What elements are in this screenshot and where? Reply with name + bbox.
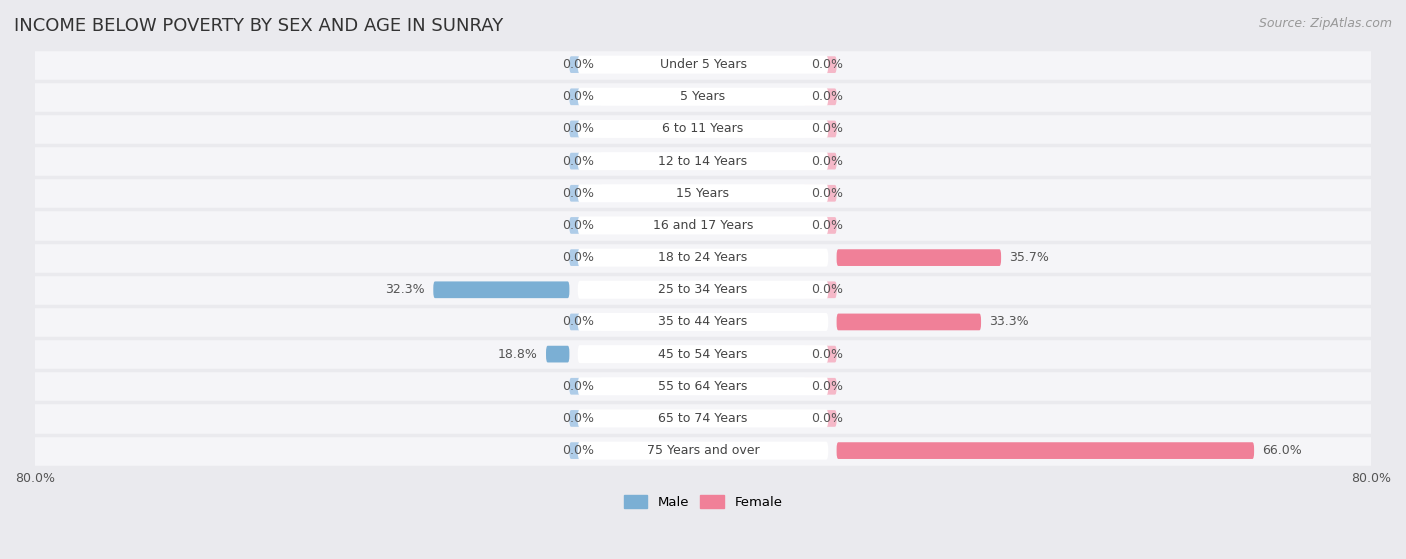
FancyBboxPatch shape <box>35 210 1371 241</box>
FancyBboxPatch shape <box>803 153 837 169</box>
FancyBboxPatch shape <box>569 378 603 395</box>
Text: INCOME BELOW POVERTY BY SEX AND AGE IN SUNRAY: INCOME BELOW POVERTY BY SEX AND AGE IN S… <box>14 17 503 35</box>
FancyBboxPatch shape <box>569 56 603 73</box>
FancyBboxPatch shape <box>433 281 569 298</box>
FancyBboxPatch shape <box>578 313 828 331</box>
Text: 0.0%: 0.0% <box>811 283 844 296</box>
FancyBboxPatch shape <box>35 402 1371 434</box>
FancyBboxPatch shape <box>803 88 837 105</box>
Text: 75 Years and over: 75 Years and over <box>647 444 759 457</box>
Text: 5 Years: 5 Years <box>681 91 725 103</box>
FancyBboxPatch shape <box>35 370 1371 402</box>
FancyBboxPatch shape <box>569 153 603 169</box>
FancyBboxPatch shape <box>35 177 1371 210</box>
FancyBboxPatch shape <box>803 56 837 73</box>
Text: 45 to 54 Years: 45 to 54 Years <box>658 348 748 361</box>
FancyBboxPatch shape <box>578 442 828 459</box>
Text: 0.0%: 0.0% <box>562 219 595 232</box>
Text: 32.3%: 32.3% <box>385 283 425 296</box>
Text: 0.0%: 0.0% <box>811 187 844 200</box>
Text: 0.0%: 0.0% <box>562 444 595 457</box>
FancyBboxPatch shape <box>546 346 569 362</box>
FancyBboxPatch shape <box>35 338 1371 370</box>
Text: 0.0%: 0.0% <box>562 251 595 264</box>
FancyBboxPatch shape <box>569 185 603 202</box>
FancyBboxPatch shape <box>803 346 837 362</box>
FancyBboxPatch shape <box>578 281 828 299</box>
FancyBboxPatch shape <box>578 55 828 74</box>
Text: 35.7%: 35.7% <box>1010 251 1049 264</box>
Text: 16 and 17 Years: 16 and 17 Years <box>652 219 754 232</box>
FancyBboxPatch shape <box>578 409 828 428</box>
Text: 0.0%: 0.0% <box>811 348 844 361</box>
FancyBboxPatch shape <box>569 410 603 427</box>
Text: 0.0%: 0.0% <box>562 315 595 329</box>
Text: 18.8%: 18.8% <box>498 348 537 361</box>
Legend: Male, Female: Male, Female <box>619 490 787 514</box>
Text: 33.3%: 33.3% <box>990 315 1029 329</box>
FancyBboxPatch shape <box>837 314 981 330</box>
FancyBboxPatch shape <box>569 442 603 459</box>
FancyBboxPatch shape <box>803 121 837 138</box>
FancyBboxPatch shape <box>569 121 603 138</box>
FancyBboxPatch shape <box>803 217 837 234</box>
FancyBboxPatch shape <box>803 281 837 298</box>
Text: 0.0%: 0.0% <box>811 380 844 393</box>
FancyBboxPatch shape <box>35 434 1371 467</box>
FancyBboxPatch shape <box>578 345 828 363</box>
Text: 0.0%: 0.0% <box>811 412 844 425</box>
FancyBboxPatch shape <box>35 274 1371 306</box>
FancyBboxPatch shape <box>35 49 1371 80</box>
FancyBboxPatch shape <box>35 145 1371 177</box>
FancyBboxPatch shape <box>35 306 1371 338</box>
FancyBboxPatch shape <box>803 185 837 202</box>
FancyBboxPatch shape <box>35 241 1371 274</box>
FancyBboxPatch shape <box>578 216 828 234</box>
Text: 0.0%: 0.0% <box>562 58 595 71</box>
Text: 0.0%: 0.0% <box>562 412 595 425</box>
FancyBboxPatch shape <box>837 442 1254 459</box>
Text: 12 to 14 Years: 12 to 14 Years <box>658 155 748 168</box>
Text: Source: ZipAtlas.com: Source: ZipAtlas.com <box>1258 17 1392 30</box>
FancyBboxPatch shape <box>578 249 828 267</box>
Text: 0.0%: 0.0% <box>562 187 595 200</box>
Text: 0.0%: 0.0% <box>562 91 595 103</box>
FancyBboxPatch shape <box>569 217 603 234</box>
Text: 25 to 34 Years: 25 to 34 Years <box>658 283 748 296</box>
Text: 6 to 11 Years: 6 to 11 Years <box>662 122 744 135</box>
Text: 66.0%: 66.0% <box>1263 444 1302 457</box>
FancyBboxPatch shape <box>35 80 1371 113</box>
Text: 65 to 74 Years: 65 to 74 Years <box>658 412 748 425</box>
FancyBboxPatch shape <box>837 249 1001 266</box>
Text: 0.0%: 0.0% <box>811 58 844 71</box>
FancyBboxPatch shape <box>578 377 828 395</box>
Text: 0.0%: 0.0% <box>811 122 844 135</box>
FancyBboxPatch shape <box>803 378 837 395</box>
Text: 55 to 64 Years: 55 to 64 Years <box>658 380 748 393</box>
Text: 15 Years: 15 Years <box>676 187 730 200</box>
FancyBboxPatch shape <box>578 120 828 138</box>
Text: 18 to 24 Years: 18 to 24 Years <box>658 251 748 264</box>
FancyBboxPatch shape <box>569 314 603 330</box>
Text: 0.0%: 0.0% <box>811 155 844 168</box>
FancyBboxPatch shape <box>803 410 837 427</box>
Text: 0.0%: 0.0% <box>811 91 844 103</box>
Text: 0.0%: 0.0% <box>811 219 844 232</box>
Text: 0.0%: 0.0% <box>562 380 595 393</box>
FancyBboxPatch shape <box>569 88 603 105</box>
FancyBboxPatch shape <box>578 184 828 202</box>
FancyBboxPatch shape <box>578 88 828 106</box>
FancyBboxPatch shape <box>569 249 603 266</box>
Text: 0.0%: 0.0% <box>562 122 595 135</box>
Text: Under 5 Years: Under 5 Years <box>659 58 747 71</box>
FancyBboxPatch shape <box>35 113 1371 145</box>
Text: 0.0%: 0.0% <box>562 155 595 168</box>
FancyBboxPatch shape <box>578 152 828 170</box>
Text: 35 to 44 Years: 35 to 44 Years <box>658 315 748 329</box>
